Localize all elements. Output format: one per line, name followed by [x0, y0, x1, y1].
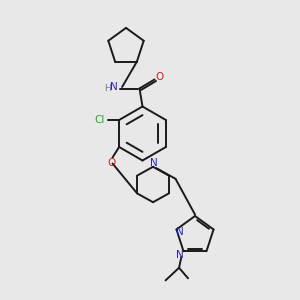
Text: N: N [176, 250, 184, 260]
Text: Cl: Cl [94, 115, 105, 125]
Text: O: O [108, 158, 116, 169]
Text: H: H [104, 84, 110, 93]
Text: N: N [176, 227, 184, 237]
Text: N: N [150, 158, 158, 168]
Text: N: N [110, 82, 118, 92]
Text: O: O [156, 72, 164, 82]
